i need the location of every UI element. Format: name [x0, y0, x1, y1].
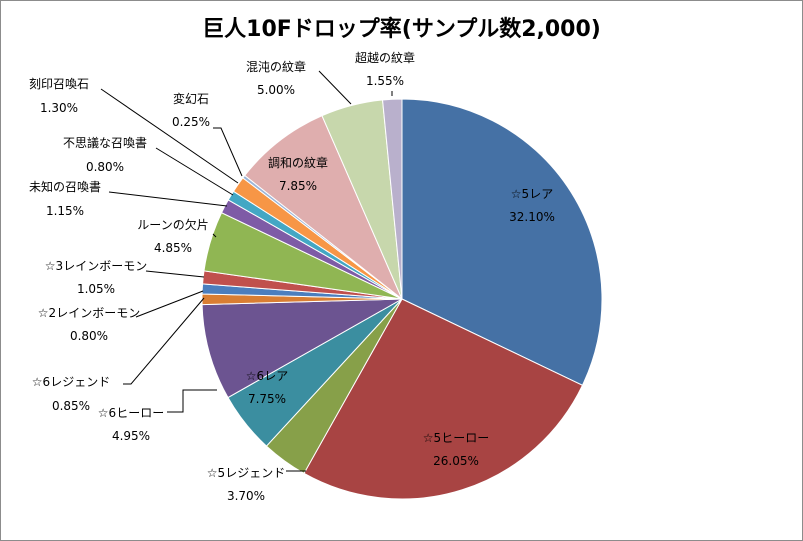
slice-value-label-4: 7.75%: [248, 392, 286, 406]
leader-lines: [100, 70, 393, 472]
pie-slice-13: [244, 115, 403, 300]
pie-slice-15: [382, 98, 403, 300]
data-labels: ☆5レア 32.10% ☆5ヒーロー 26.05% ☆5レジェンド 3.70% ☆6ヒーロー…: [29, 50, 555, 503]
leader-line-8: [212, 233, 217, 238]
leader-line-11: [100, 88, 239, 184]
slice-value-label-3: 4.95%: [112, 429, 150, 443]
pie-slice-4: [201, 298, 403, 399]
leader-line-9: [108, 191, 228, 207]
slice-name-label-10: 不思議な召喚書: [63, 136, 147, 150]
slice-value-label-5: 0.85%: [52, 399, 90, 413]
leader-line-5: [123, 297, 205, 385]
pie-slice-1: [303, 298, 584, 500]
leader-line-10: [155, 147, 234, 196]
leader-line-3: [167, 389, 217, 413]
slice-value-label-1: 26.05%: [433, 454, 479, 468]
slice-value-label-14: 5.00%: [257, 83, 295, 97]
slice-value-label-13: 7.85%: [279, 179, 317, 193]
slice-name-label-7: ☆3レインボーモン: [45, 259, 147, 273]
slice-name-label-9: 未知の召喚書: [29, 180, 101, 194]
slice-value-label-10: 0.80%: [86, 160, 124, 174]
slice-name-label-12: 変幻石: [173, 91, 209, 106]
slice-name-label-6: ☆2レインボーモン: [38, 306, 140, 320]
slice-name-label-15: 超越の紋章: [355, 50, 415, 65]
pie-slices: [201, 98, 603, 500]
slice-name-label-2: ☆5レジェンド: [207, 466, 285, 480]
slice-name-label-1: ☆5ヒーロー: [423, 431, 489, 445]
slice-value-label-7: 1.05%: [77, 282, 115, 296]
slice-name-label-11: 刻印召喚石: [29, 77, 89, 91]
slice-name-label-5: ☆6レジェンド: [32, 375, 110, 389]
leader-line-12: [213, 127, 243, 177]
leader-line-14: [318, 70, 352, 105]
slice-name-label-14: 混沌の紋章: [246, 59, 306, 74]
slice-value-label-8: 4.85%: [154, 241, 192, 255]
slice-name-label-8: ルーンの欠片: [137, 217, 208, 232]
leader-line-6: [135, 290, 204, 318]
slice-name-label-13: 調和の紋章: [268, 155, 328, 170]
slice-value-label-2: 3.70%: [227, 489, 265, 503]
pie-slice-0: [401, 98, 603, 386]
slice-value-label-9: 1.15%: [46, 204, 84, 218]
slice-name-label-4: ☆6レア: [246, 369, 288, 383]
leader-line-7: [145, 270, 205, 278]
slice-name-label-3: ☆6ヒーロー: [98, 406, 164, 420]
slice-value-label-15: 1.55%: [366, 74, 404, 88]
slice-name-label-0: ☆5レア: [511, 187, 553, 201]
chart-title: 巨人10Fドロップ率(サンプル数2,000): [202, 17, 601, 42]
slice-value-label-6: 0.80%: [70, 329, 108, 343]
slice-value-label-0: 32.10%: [509, 210, 555, 224]
slice-value-label-12: 0.25%: [172, 115, 210, 129]
slice-value-label-11: 1.30%: [40, 101, 78, 115]
